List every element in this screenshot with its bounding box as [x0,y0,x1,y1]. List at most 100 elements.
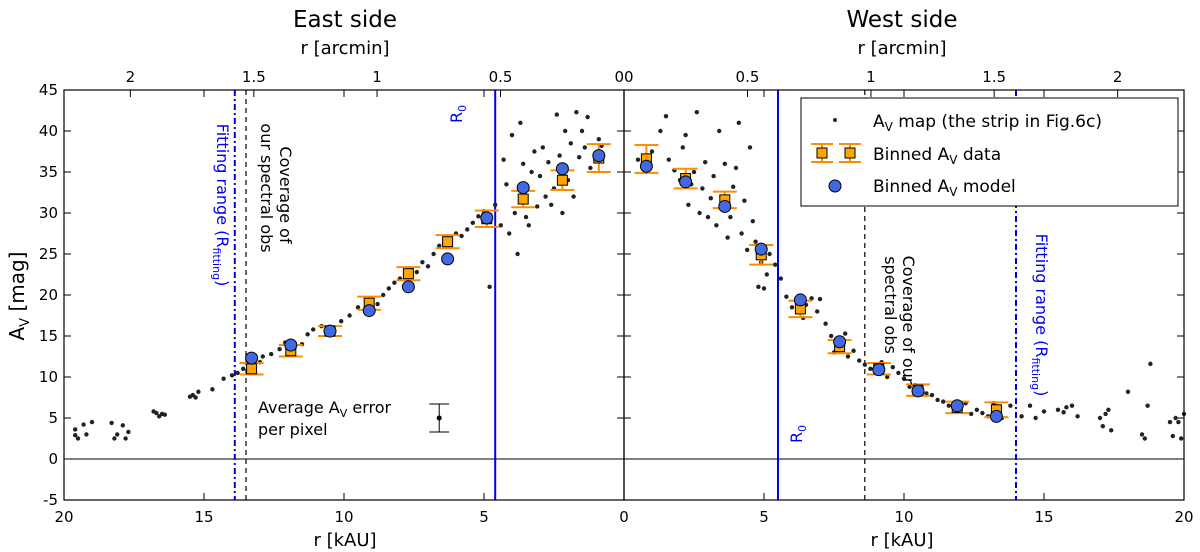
east-map-point [515,251,520,257]
east-avg-error-label-2: per pixel [258,420,328,439]
west-map-point [728,214,733,220]
west-map-point [767,251,772,257]
legend-entry-map: AV map (the strip in Fig.6c) [833,112,1102,134]
east-map-point [123,436,128,441]
east-map-point [84,432,89,437]
east-x2-tick-label: 00 [614,68,633,86]
east-map-point [339,319,344,324]
east-binned-data-marker [517,193,529,205]
east-map-point [487,284,492,289]
east-map-point [554,112,559,117]
east-x-tick-label: 0 [619,508,629,526]
east-map-point [115,432,120,437]
east-binned-model-marker [441,252,455,266]
east-map-point [526,223,531,228]
west-map-point [649,149,655,154]
west-map-point [851,348,856,353]
east-map-point [81,422,86,427]
east-binned-data-marker [556,174,568,186]
west-map-point [705,214,711,220]
east-x-label: r [kAU] [313,530,376,551]
west-r0-label: R0 [787,425,809,443]
east-map-point [579,128,585,134]
east-map-point [381,292,386,298]
west-map-point [1139,432,1145,437]
east-map-point [532,149,537,154]
west-axes-frame [623,89,1185,501]
east-map-point [521,161,526,166]
west-map-point [686,202,691,207]
east-map-point [221,376,226,381]
west-x-tick-label: 20 [1174,508,1193,526]
east-binned-model-marker [284,338,298,352]
east-map-point [277,346,282,352]
east-map-point [465,227,470,232]
east-x-tick-label: 10 [334,508,353,526]
east-map-point [459,233,464,239]
east-map-point [210,387,215,392]
east-map-point [523,214,529,220]
y-tick-label: 10 [39,368,58,386]
east-x-tick-label: 20 [54,508,73,526]
east-map-point [543,194,548,199]
west-map-point [901,376,907,381]
east-axes-frame [63,89,625,501]
west-map-point [725,235,730,240]
west-map-point [1125,389,1131,394]
east-map-point [73,427,78,432]
west-map-point [739,231,744,236]
east-map-point [154,410,159,416]
west-map-point [717,128,722,134]
east-title: East side [293,7,397,33]
west-map-point [1106,407,1111,412]
east-map-point [235,370,240,376]
west-map-point [1170,433,1176,439]
east-map-point [196,389,201,394]
west-map-point [764,272,769,277]
y-tick-label: 35 [39,163,58,181]
west-map-point [896,370,901,376]
west-map-point [829,333,834,339]
west-map-point [691,169,697,175]
west-map-point [1142,436,1148,441]
east-map-point [420,260,425,265]
west-map-point [1008,403,1013,408]
west-x2-tick-label: 1 [866,68,876,86]
east-map-point [571,194,576,199]
east-map-point [512,210,517,216]
west-map-point [1103,411,1108,417]
east-binned-data-marker [402,268,414,280]
west-map-point [1041,409,1047,414]
legend-data-label: Binned AV data [873,145,1001,167]
west-map-point [680,145,685,150]
west-map-point [761,286,767,291]
east-map-point [89,419,95,425]
west-map-point [756,284,761,289]
east-map-point [437,243,442,248]
east-r0-label: R0 [447,105,469,123]
west-map-point [1167,419,1173,425]
y-tick-label: 0 [48,450,58,468]
west-map-point [731,184,736,189]
east-map-point [355,305,361,310]
west-map-point [784,294,789,299]
east-map-point [540,145,545,150]
west-map-point [1064,405,1069,410]
east-map-point [560,210,565,216]
west-map-point [935,397,940,403]
west-map-point [711,173,716,179]
legend-entry-model: Binned AV model [828,177,1016,199]
west-fitting-range-label: Fitting range (Rfitting) [1029,234,1051,397]
west-axis-ticks: 5 10 15 20 0.5 1 1.5 2 [623,68,1194,526]
west-map-point [969,411,974,417]
west-map-point [694,109,699,115]
east-binned-model-marker [323,324,337,338]
legend-map-label: AV map (the strip in Fig.6c) [873,112,1102,134]
west-map-point [817,296,823,302]
east-binned-data-marker [442,236,454,248]
east-map-point [493,202,498,207]
east-map-point [112,436,117,441]
west-map-point [1109,428,1114,433]
west-map-point [778,276,783,281]
